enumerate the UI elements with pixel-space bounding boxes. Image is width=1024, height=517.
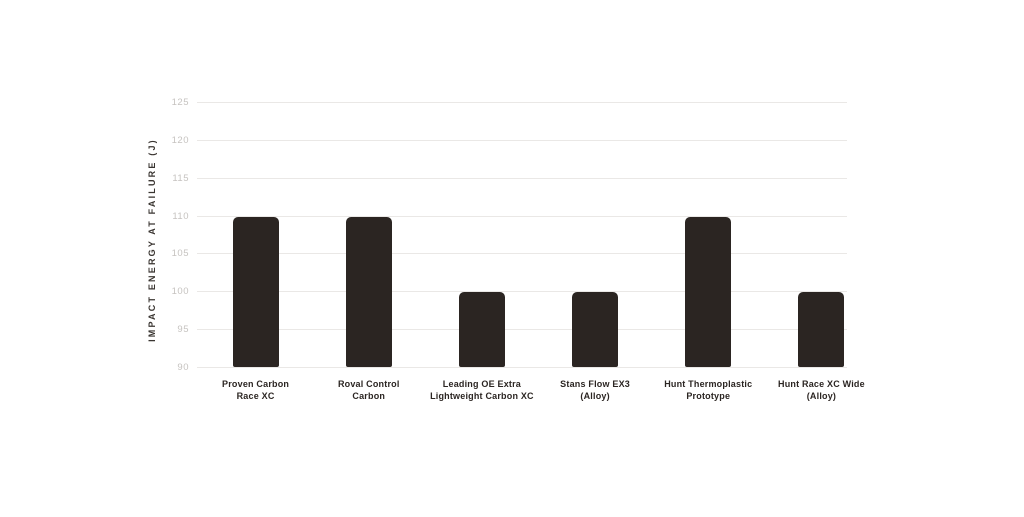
bar-5 [685,216,732,367]
category-label-line: Hunt Race XC Wide [778,379,865,389]
category-label-6: Hunt Race XC Wide (Alloy) [751,379,891,402]
category-label-line: Proven Carbon [222,379,290,389]
bar-4 [572,292,619,367]
category-label-5: Hunt Thermoplastic Prototype [638,379,778,402]
gridline-100 [197,291,847,293]
plot-area: 90 95 100 105 110 115 120 125 Proven Carbon Race … [172,97,865,401]
gridline-95 [197,329,847,331]
category-label-line: Stans Flow EX3 [560,379,630,389]
bar-3 [458,292,505,367]
y-tick-label-90: 90 [177,362,189,373]
category-label-4: Stans Flow EX3 (Alloy) [525,379,665,402]
gridline-115 [197,177,847,179]
y-tick-label-95: 95 [177,324,189,336]
category-label-line: Leading OE Extra [442,379,522,389]
y-tick-label-105: 105 [171,248,189,260]
category-label-line: Lightweight Carbon XC [430,390,534,401]
category-label-line: (Alloy) [806,390,837,401]
bar-1 [232,216,279,367]
category-label-line: Prototype [686,390,731,401]
category-label-line: Hunt Thermoplastic [664,379,753,389]
category-label-1: Proven Carbon Race XC [186,379,326,402]
gridline-120 [197,139,847,141]
bar-2 [345,216,392,367]
y-tick-label-115: 115 [172,172,189,184]
bar-6 [798,292,845,367]
y-tick-label-125: 125 [171,97,189,108]
y-tick-label-110: 110 [172,210,189,222]
category-label-line: Race XC [236,390,275,401]
category-label-line: Roval Control [337,379,400,389]
category-label-2: Roval Control Carbon [299,379,439,402]
category-label-line: Carbon [352,390,386,401]
gridline-90 [197,367,847,368]
category-label-line: (Alloy) [580,390,610,401]
gridline-105 [197,253,847,255]
y-axis-title: IMPACT ENERGY AT FAILURE (J) [147,138,157,342]
y-tick-label-120: 120 [171,134,189,146]
gridline-110 [197,215,847,217]
gridline-125 [197,102,847,103]
category-label-3: Leading OE Extra Lightweight Carbon XC [412,379,552,402]
y-tick-label-100: 100 [171,286,189,298]
